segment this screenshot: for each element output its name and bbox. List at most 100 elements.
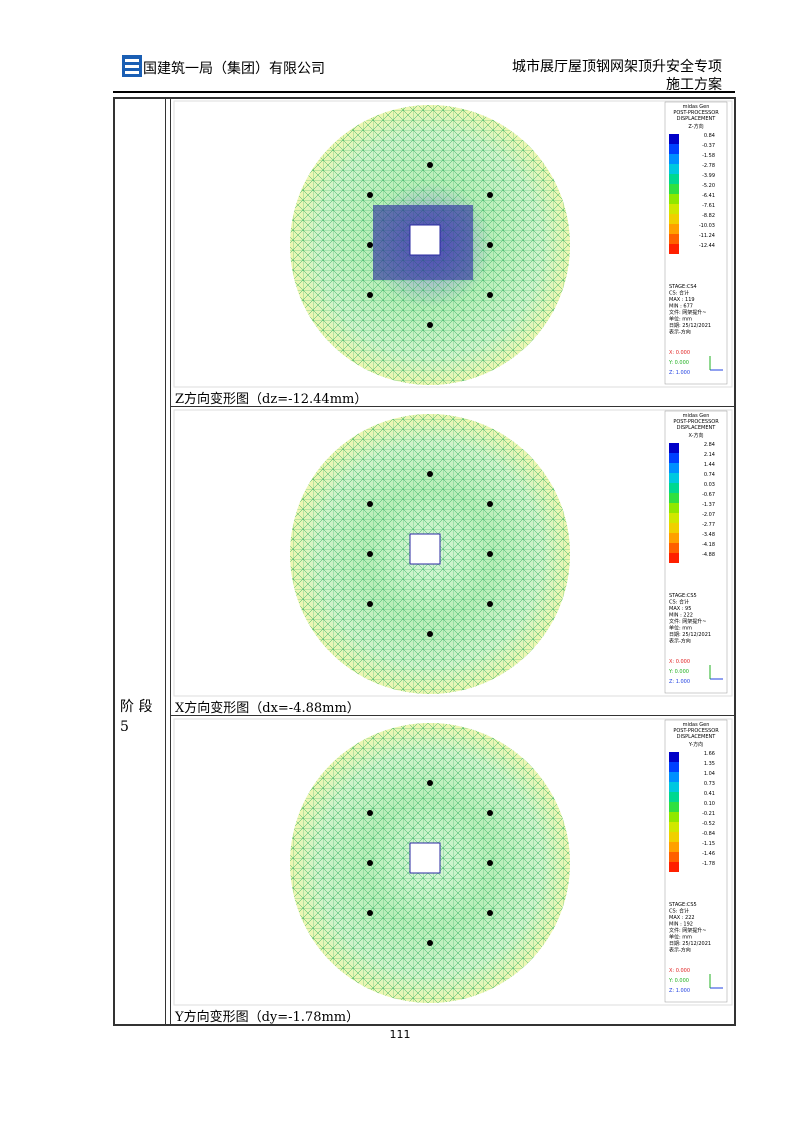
legend-swatch [669, 483, 679, 493]
legend-swatch [669, 553, 679, 563]
legend-info: 表示-方向 [669, 638, 691, 645]
legend-value: -0.67 [702, 492, 715, 498]
legend-value: 0.03 [704, 482, 715, 488]
legend-value: 0.10 [704, 801, 715, 807]
column-rule [170, 97, 171, 1024]
stage-number: 5 [120, 719, 129, 735]
legend-value: -1.15 [702, 841, 715, 847]
figure-caption: Z方向变形图（dz=-12.44mm） [175, 392, 368, 407]
legend-swatch [669, 453, 679, 463]
legend-info: STAGE:CS5 [669, 902, 697, 908]
legend-info: 文件: 网架提升~ [669, 618, 706, 625]
title-line: 城市展厅屋顶钢网架顶升安全专项 [512, 59, 722, 75]
axis-note: X: 0.000 [669, 659, 690, 665]
legend-header: POST-PROCESSOR [673, 110, 719, 116]
legend-info: 文件: 网架提升~ [669, 309, 706, 316]
legend-value: 1.04 [704, 771, 715, 777]
stage-label: 阶 段 [120, 699, 153, 715]
figure-caption: X方向变形图（dx=-4.88mm） [175, 701, 360, 716]
axis-note: Y: 0.000 [668, 360, 689, 366]
legend-header: Y-方向 [688, 741, 703, 748]
legend-value: -5.20 [702, 183, 715, 189]
core-opening [409, 842, 441, 874]
legend-swatch [669, 164, 679, 174]
legend-value: -12.44 [699, 243, 715, 249]
legend-info: MIN : 222 [669, 613, 693, 619]
header-rule [113, 91, 735, 93]
legend-swatch [669, 194, 679, 204]
support-point [427, 631, 433, 637]
support-point [367, 910, 373, 916]
legend-value: 2.14 [704, 452, 715, 458]
stage-cell: 阶 段 5 [120, 697, 152, 737]
axis-note: Z: 1.000 [669, 988, 690, 994]
legend-info: MAX : 95 [669, 606, 691, 612]
legend-swatch [669, 184, 679, 194]
support-point [367, 501, 373, 507]
support-point [487, 242, 493, 248]
legend-value: -4.88 [702, 552, 715, 558]
legend-swatch [669, 214, 679, 224]
displacement-figure: midas GenPOST-PROCESSORDISPLACEMENTY-方向1… [173, 718, 733, 1006]
legend-header: X-方向 [689, 432, 704, 439]
legend-info: 文件: 网架提升~ [669, 927, 706, 934]
displacement-figure: midas GenPOST-PROCESSORDISPLACEMENTX-方向2… [173, 409, 733, 697]
legend-swatch [669, 234, 679, 244]
figure-panel: midas Gen POST-PROCESSOR DISPLACEMENT Y-方向 1… [173, 718, 733, 1025]
legend-info: MIN : 192 [669, 922, 693, 928]
figure-panel: midas Gen POST-PROCESSOR DISPLACEMENT Z-方向 0… [173, 100, 733, 407]
legend-value: -1.58 [702, 153, 715, 159]
legend-swatch [669, 493, 679, 503]
legend-header: DISPLACEMENT [677, 425, 717, 431]
legend-value: -2.78 [702, 163, 715, 169]
legend-value: -0.84 [702, 831, 715, 837]
legend-value: -1.37 [702, 502, 715, 508]
legend-swatch [669, 762, 679, 772]
legend-value: -10.03 [699, 223, 715, 229]
logo [122, 55, 142, 77]
legend-swatch [669, 473, 679, 483]
support-point [427, 162, 433, 168]
legend-swatch [669, 543, 679, 553]
legend-header: DISPLACEMENT [677, 734, 717, 740]
legend-info: MAX : 222 [669, 915, 695, 921]
legend-swatch [669, 812, 679, 822]
company-name: 国建筑一局（集团）有限公司 [143, 61, 325, 77]
doc-title: 城市展厅屋顶钢网架顶升安全专项 施工方案 [512, 58, 722, 94]
axis-note: Z: 1.000 [669, 370, 690, 376]
legend-info: 日期: 25/12/2021 [669, 323, 711, 329]
legend-value: -4.18 [702, 542, 715, 548]
legend-value: -11.24 [699, 233, 715, 239]
legend-swatch [669, 144, 679, 154]
legend-swatch [669, 772, 679, 782]
support-point [487, 551, 493, 557]
legend-value: 1.66 [704, 751, 715, 757]
support-point [367, 810, 373, 816]
legend-swatch [669, 862, 679, 872]
support-point [427, 322, 433, 328]
legend-value: 0.73 [704, 781, 715, 787]
support-point [487, 601, 493, 607]
support-point [487, 810, 493, 816]
legend-swatch [669, 224, 679, 234]
legend-info: CS: 合计 [669, 599, 689, 606]
legend-swatch [669, 154, 679, 164]
legend-swatch [669, 174, 679, 184]
support-point [427, 780, 433, 786]
support-point [367, 292, 373, 298]
legend-swatch [669, 792, 679, 802]
legend-info: 表示-方向 [669, 947, 691, 954]
axis-note: Z: 1.000 [669, 679, 690, 685]
axis-note: X: 0.000 [669, 350, 690, 356]
table [113, 97, 736, 1026]
support-point [367, 601, 373, 607]
legend-swatch [669, 533, 679, 543]
legend-header: POST-PROCESSOR [673, 419, 719, 425]
legend-swatch [669, 523, 679, 533]
displacement-figure: midas GenPOST-PROCESSORDISPLACEMENTZ-方向0… [173, 100, 733, 388]
legend-swatch [669, 822, 679, 832]
column-rule [165, 97, 166, 1024]
legend-swatch [669, 134, 679, 144]
legend-value: -2.77 [702, 522, 715, 528]
title-line: 施工方案 [666, 77, 722, 93]
